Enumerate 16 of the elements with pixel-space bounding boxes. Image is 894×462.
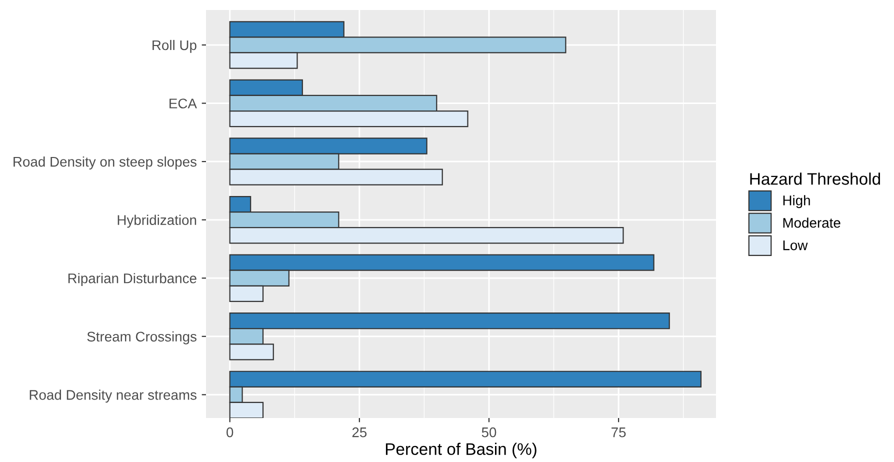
- legend-label: Moderate: [783, 218, 840, 228]
- y-tick-label: Riparian Disturbance: [68, 273, 196, 286]
- x-axis-title: Percent of Basin (%): [386, 442, 536, 458]
- x-tick-label: 25: [352, 427, 367, 438]
- y-tick-label: Road Density on steep slopes: [14, 156, 196, 170]
- x-tick-label: 75: [612, 428, 626, 438]
- legend-title: Hazard Threshold: [750, 172, 880, 185]
- legend-label: High: [783, 195, 810, 208]
- x-tick-label: 0: [226, 427, 234, 438]
- y-tick-label: ECA: [170, 98, 197, 108]
- y-tick-label: Hybridization: [118, 214, 196, 228]
- y-tick-label: Roll Up: [152, 40, 196, 53]
- y-tick-label: Stream Crossings: [87, 331, 196, 344]
- x-tick-label: 50: [482, 427, 496, 438]
- y-tick-label: Road Density near streams: [30, 390, 196, 403]
- legend-label: Low: [783, 240, 808, 250]
